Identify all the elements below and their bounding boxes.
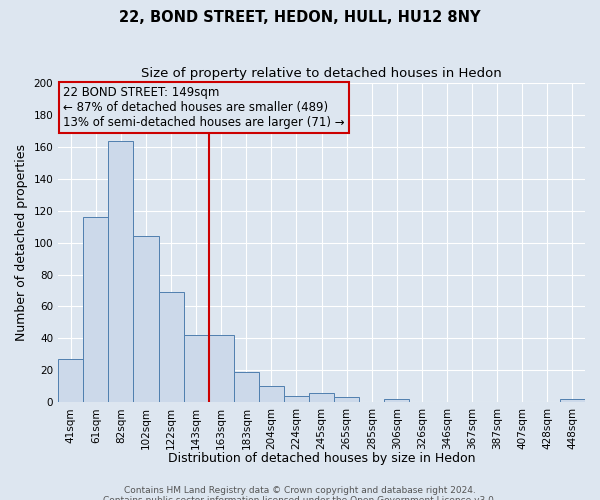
Bar (560, 399, 585, 402)
Bar (109, 140, 133, 402)
Bar (284, 396, 309, 402)
Title: Size of property relative to detached houses in Hedon: Size of property relative to detached ho… (141, 68, 502, 80)
Bar (385, 399, 409, 402)
Bar (309, 392, 334, 402)
Bar (184, 335, 209, 402)
Text: 22 BOND STREET: 149sqm
← 87% of detached houses are smaller (489)
13% of semi-de: 22 BOND STREET: 149sqm ← 87% of detached… (64, 86, 345, 129)
Bar (234, 372, 259, 402)
Bar (158, 292, 184, 402)
X-axis label: Distribution of detached houses by size in Hedon: Distribution of detached houses by size … (168, 452, 475, 465)
Bar (259, 386, 284, 402)
Text: 22, BOND STREET, HEDON, HULL, HU12 8NY: 22, BOND STREET, HEDON, HULL, HU12 8NY (119, 10, 481, 25)
Bar (58, 359, 83, 402)
Text: Contains HM Land Registry data © Crown copyright and database right 2024.: Contains HM Land Registry data © Crown c… (124, 486, 476, 495)
Y-axis label: Number of detached properties: Number of detached properties (15, 144, 28, 341)
Bar (83, 217, 109, 402)
Bar (334, 398, 359, 402)
Bar (209, 335, 234, 402)
Bar (133, 236, 158, 402)
Text: Contains public sector information licensed under the Open Government Licence v3: Contains public sector information licen… (103, 496, 497, 500)
